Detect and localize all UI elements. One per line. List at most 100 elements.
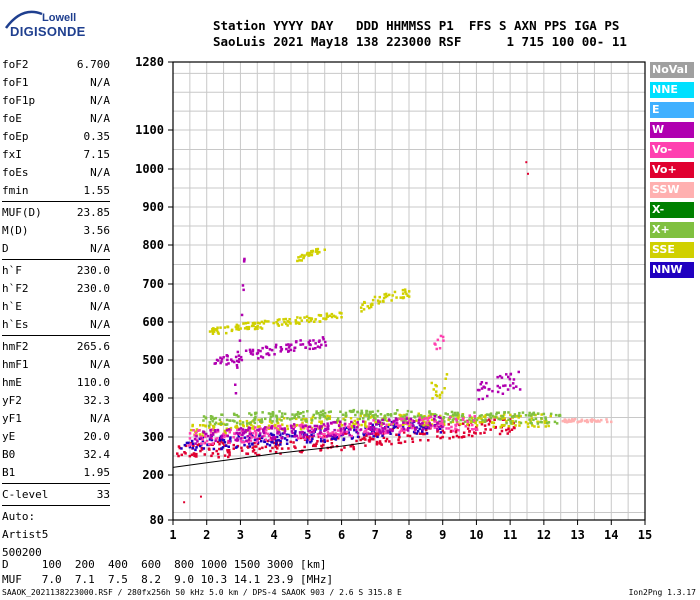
echo-dot [286,320,289,323]
echo-dot [247,327,250,330]
echo-dot [512,426,516,429]
echo-dot [248,432,251,436]
echo-dot [195,452,198,456]
echo-dot [303,445,306,449]
echo-dot [214,439,217,443]
echo-dot [442,339,445,342]
echo-dot [293,432,297,435]
echo-dot [187,441,190,445]
echo-dot [407,290,411,293]
echo-dot [490,421,494,424]
echo-dot [437,415,441,419]
echo-dot [466,427,470,430]
echo-dot [487,423,491,426]
echo-dot [279,452,282,455]
echo-dot [544,418,548,421]
echo-dot [475,418,479,422]
echo-dot [323,248,326,251]
echo-dot [228,431,231,434]
echo-dot [502,384,505,388]
y-tick-label: 700 [142,277,164,291]
echo-dot [373,427,376,431]
echo-dot [216,437,219,440]
echo-dot [293,445,296,448]
echo-dot [329,434,332,438]
echo-dot [415,419,418,422]
echo-dot [286,435,289,438]
echo-dot [292,428,295,431]
echo-dot [341,433,345,436]
echo-dot [411,424,415,428]
echo-dot [506,388,510,391]
echo-dot [478,420,482,424]
echo-dot [322,443,325,447]
echo-dot [377,433,380,436]
echo-dot [497,417,500,421]
echo-dot [374,413,377,416]
echo-dot [549,414,552,418]
echo-dot [315,442,318,445]
echo-dot [228,439,231,443]
echo-dot [345,432,348,435]
echo-dot [309,319,313,322]
echo-dot [393,419,396,423]
echo-dot [321,336,325,339]
echo-dot [245,439,248,442]
echo-dot [533,425,536,428]
echo-dot [302,417,305,421]
echo-dot [495,412,498,416]
echo-dot [378,421,382,424]
echo-dot [348,426,351,430]
echo-dot [268,348,272,351]
echo-dot [272,435,275,439]
echo-dot [418,416,421,420]
echo-dot [242,441,246,444]
echo-dot [220,436,223,440]
echo-traces [172,161,613,504]
echo-dot [389,432,392,435]
echo-dot [258,447,261,451]
echo-dot [208,438,212,441]
echo-dot [295,438,298,442]
echo-dot [299,432,302,436]
echo-dot [226,450,230,454]
echo-dot [527,172,529,175]
echo-dot [307,320,311,324]
echo-dot [219,421,223,424]
echo-dot [406,426,410,430]
echo-dot [382,296,386,300]
param-row: foEs N/A [2,164,110,182]
echo-dot [208,421,211,424]
echo-dot [433,426,437,429]
param-label: B0 [2,448,16,461]
echo-dot [501,392,505,395]
echo-dot [317,412,320,415]
echo-dot [384,431,387,435]
echo-dot [390,420,394,424]
echo-dot [477,398,481,401]
echo-dot [359,412,363,415]
echo-dot [386,429,389,432]
echo-dot [258,322,261,325]
echo-dot [360,423,363,427]
echo-dot [517,370,520,374]
param-value: 0.35 [83,130,111,143]
echo-dot [267,353,271,357]
echo-dot [442,423,446,426]
echo-dot [475,424,479,427]
echo-dot [226,358,229,362]
echo-dot [384,295,387,299]
echo-dot [267,424,271,427]
echo-dot [409,419,412,422]
echo-dot [467,433,471,437]
echo-dot [343,430,346,433]
echo-dot [291,435,294,438]
echo-dot [207,424,211,427]
echo-dot [507,375,510,379]
echo-dot [565,421,569,424]
echo-dot [263,427,266,430]
echo-dot [393,412,396,415]
echo-dot [339,429,342,432]
echo-dot [291,413,294,416]
echo-dot [230,328,234,332]
